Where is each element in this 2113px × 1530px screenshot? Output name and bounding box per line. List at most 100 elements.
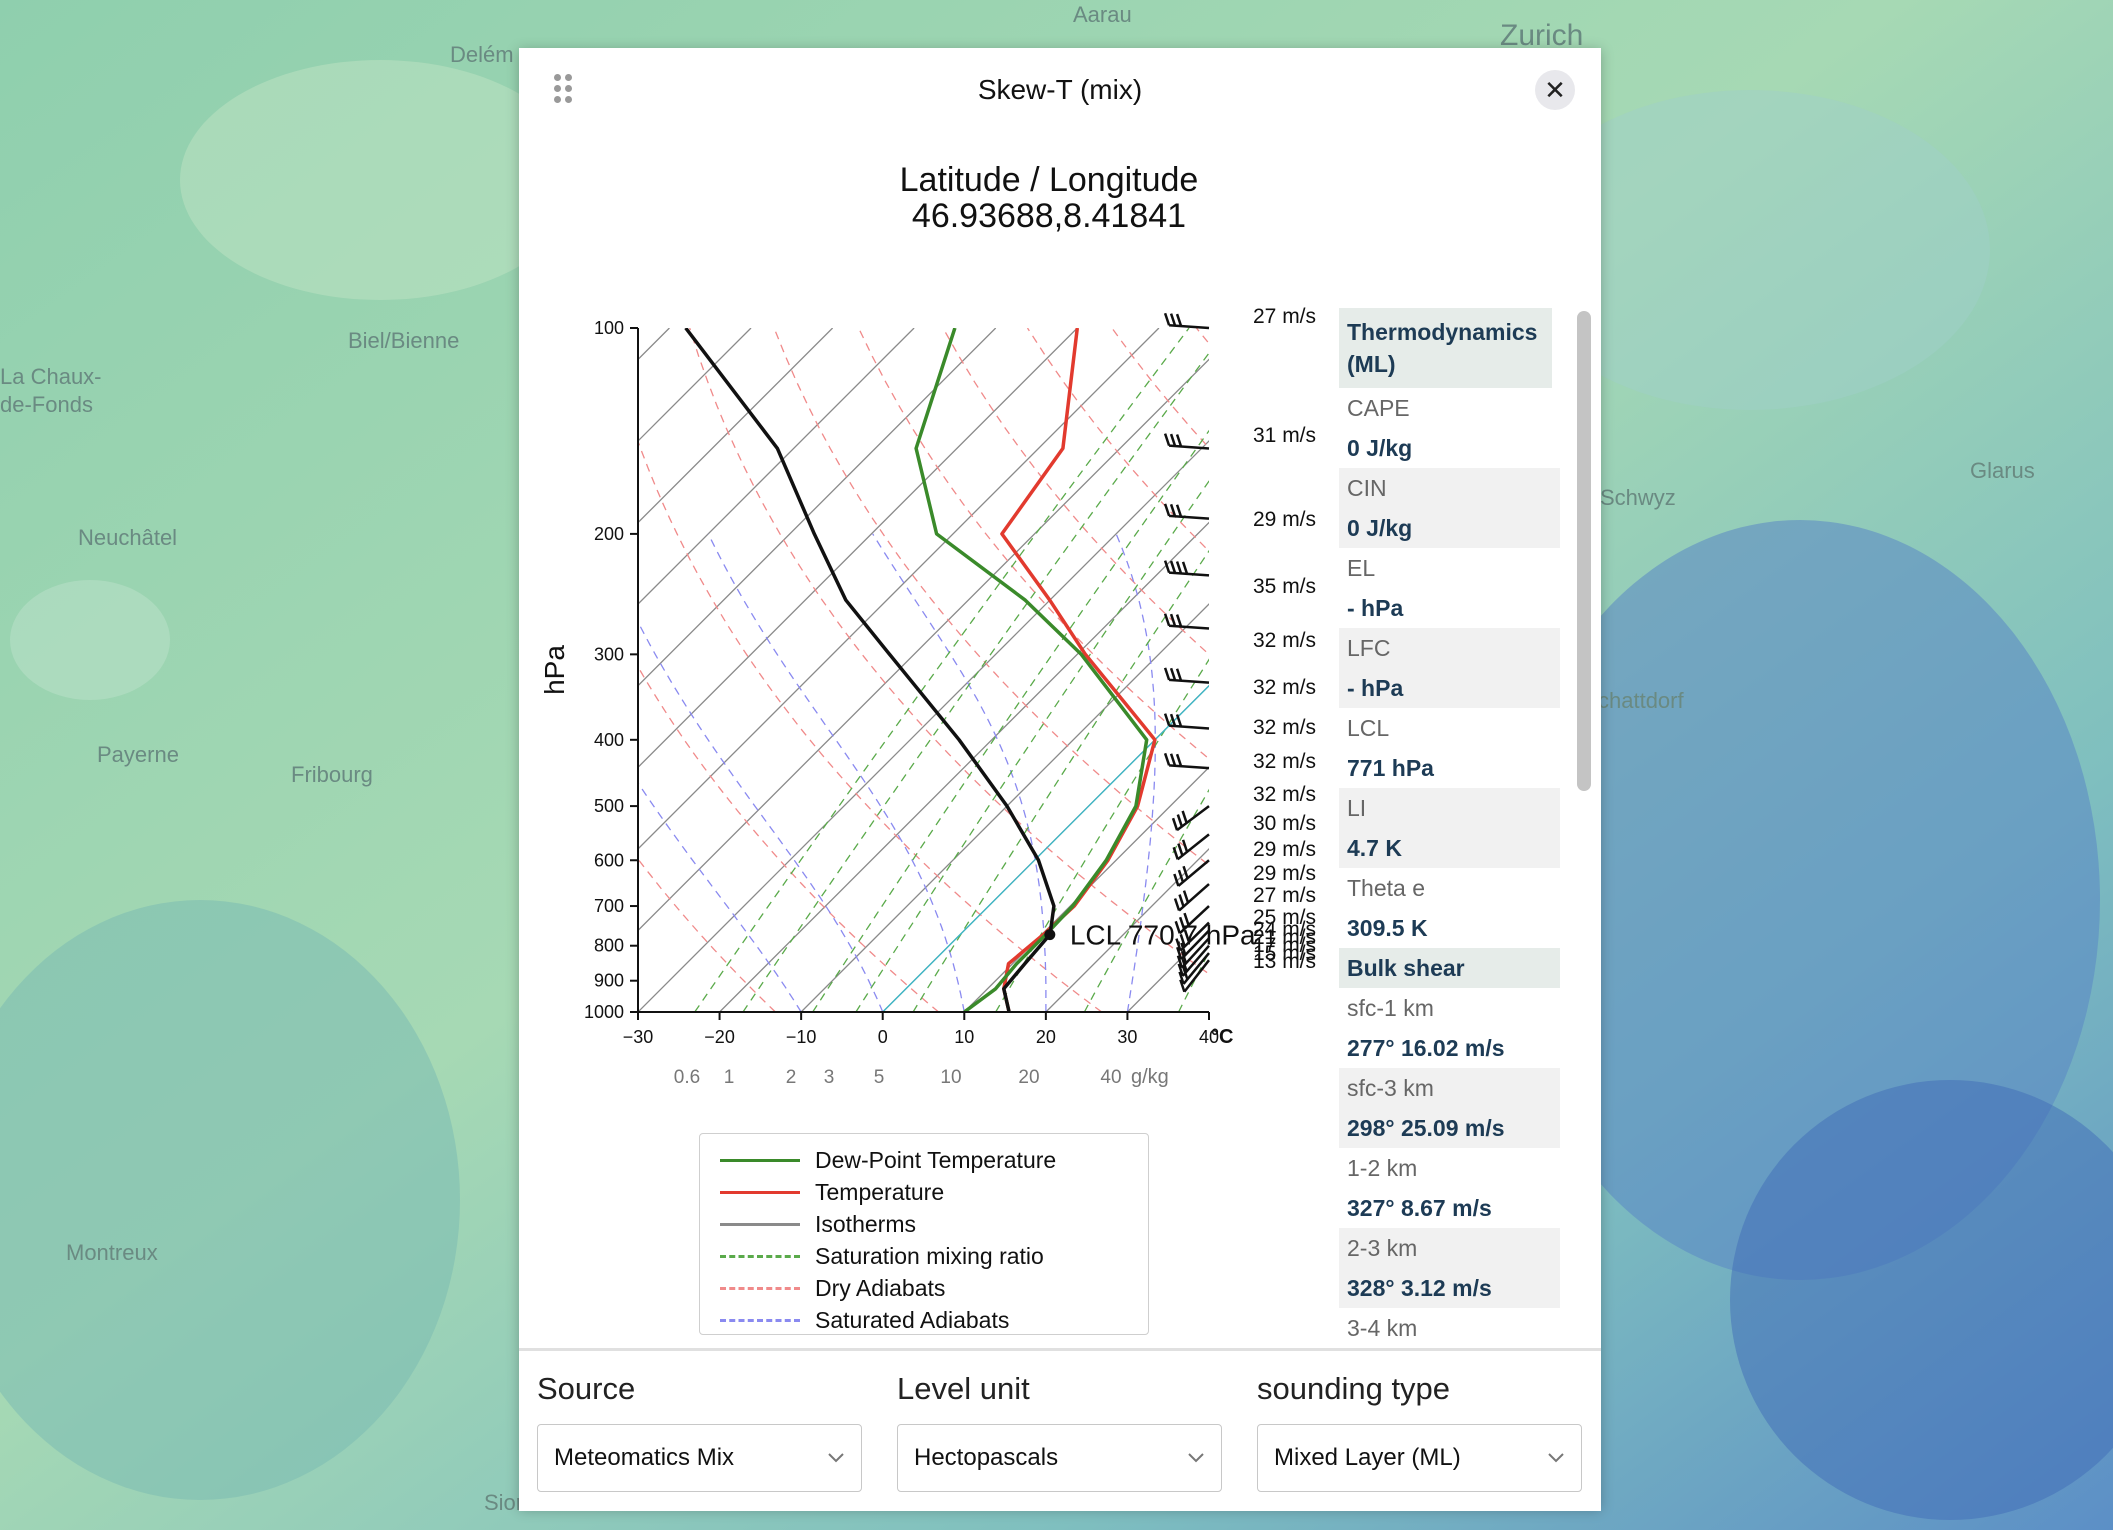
wind-speed-label: 13 m/s	[1253, 950, 1316, 973]
y-tick-label: 600	[594, 850, 624, 870]
li-label: LI	[1339, 788, 1560, 828]
mixing-ratio-label: 20	[1018, 1067, 1039, 1088]
wind-barb	[1173, 859, 1210, 887]
drag-handle-icon[interactable]	[554, 74, 578, 110]
mixing-ratio-line	[694, 328, 1190, 1012]
x-tick-label: 40	[1199, 1027, 1219, 1047]
close-icon: ✕	[1544, 75, 1566, 105]
x-tick-label: 30	[1117, 1027, 1137, 1047]
wind-speed-label: 32 m/s	[1253, 750, 1316, 773]
cin-label: CIN	[1339, 468, 1560, 508]
level-value: Hectopascals	[914, 1444, 1059, 1471]
wind-speed-label: 32 m/s	[1253, 629, 1316, 652]
dialog-title: Skew-T (mix)	[977, 74, 1143, 105]
lfc-value: - hPa	[1339, 668, 1560, 708]
legend-swatch	[720, 1223, 800, 1226]
wind-speed-label: 29 m/s	[1253, 862, 1316, 885]
wind-barb	[1175, 921, 1210, 952]
li-value: 4.7 K	[1339, 828, 1560, 868]
freezing-level-line	[882, 684, 1209, 1012]
source-value: Meteomatics Mix	[554, 1444, 735, 1471]
isotherm-line	[719, 521, 1209, 1012]
saturated-adiabat-line	[638, 620, 884, 1012]
sfc1-label: sfc-1 km	[1347, 995, 1434, 1021]
wind-barb	[1173, 883, 1210, 912]
source-select[interactable]: Meteomatics Mix	[537, 1424, 862, 1492]
type-select[interactable]: Mixed Layer (ML)	[1257, 1424, 1582, 1492]
isotherm-line	[638, 440, 1209, 1012]
cin-value: 0 J/kg	[1339, 508, 1560, 548]
legend-label: Isotherms	[815, 1211, 916, 1237]
wind-barb	[1163, 667, 1210, 684]
scroll-thumb[interactable]	[1577, 311, 1591, 791]
footer-controls: Source Meteomatics Mix Level unit Hectop…	[519, 1348, 1601, 1511]
mixing-ratio-line	[855, 479, 1209, 1012]
saturated-adiabat-line	[1115, 533, 1156, 1012]
mixing-ratio-line	[912, 549, 1209, 1012]
wind-barb	[1179, 959, 1210, 993]
dry-adiabat-line	[773, 328, 1209, 866]
source-label: Source	[537, 1371, 636, 1406]
y-tick-label: 300	[594, 644, 624, 664]
wind-speed-label: 27 m/s	[1253, 884, 1316, 907]
wind-speed-label: 32 m/s	[1253, 676, 1316, 699]
wind-barb	[1172, 833, 1210, 861]
mixing-ratio-label: 2	[786, 1067, 797, 1088]
wind-speed-label: 30 m/s	[1253, 812, 1316, 835]
wind-barb	[1163, 613, 1210, 630]
map-place-label: de-Fonds	[0, 392, 93, 417]
wind-barb	[1163, 752, 1210, 770]
mixing-ratio-line	[742, 351, 1209, 1012]
chart-legend: Dew-Point Temperature Temperature Isotherm…	[699, 1133, 1149, 1335]
thetae-value: 309.5 K	[1347, 915, 1428, 941]
legend-swatch	[720, 1255, 800, 1258]
x-axis-unit: °C	[1211, 1026, 1233, 1048]
wind-barb	[1163, 433, 1210, 450]
close-button[interactable]: ✕	[1535, 70, 1575, 110]
cape-label: CAPE	[1347, 395, 1410, 421]
shear-header: Bulk shear	[1339, 948, 1560, 988]
sfc1-value: 277° 16.02 m/s	[1347, 1035, 1505, 1061]
isotherm-line	[638, 328, 1078, 769]
map-place-label: Montreux	[66, 1240, 158, 1265]
legend-label: Temperature	[815, 1179, 945, 1205]
wind-barb	[1176, 929, 1210, 961]
wind-speed-label: 25 m/s	[1253, 906, 1316, 929]
skewt-dialog: Skew-T (mix) ✕ Latitude / Longitude 46.9…	[519, 48, 1601, 1511]
x-tick-label: 10	[954, 1027, 974, 1047]
el-value: - hPa	[1347, 595, 1404, 621]
sfc3-value: 298° 25.09 m/s	[1339, 1108, 1560, 1148]
legend-swatch	[720, 1159, 800, 1162]
location-coords: 46.93688,8.41841	[911, 197, 1187, 235]
wind-speed-label: 32 m/s	[1253, 716, 1316, 739]
wind-speed-label: 15 m/s	[1253, 942, 1316, 965]
legend-label: Saturation mixing ratio	[815, 1243, 1044, 1269]
mixing-ratio-unit: g/kg	[1131, 1066, 1169, 1088]
dry-adiabat-line	[942, 328, 1209, 656]
type-value: Mixed Layer (ML)	[1274, 1444, 1461, 1471]
y-tick-label: 900	[594, 971, 624, 991]
wind-barb	[1163, 560, 1210, 577]
isotherm-line	[638, 328, 1160, 850]
type-label: sounding type	[1257, 1371, 1451, 1406]
wind-speed-label: 32 m/s	[1253, 783, 1316, 806]
map-place-label: Biel/Bienne	[348, 328, 459, 353]
mixing-ratio-label: 40	[1100, 1067, 1121, 1088]
wind-barb	[1174, 905, 1210, 935]
saturated-adiabat-line	[707, 533, 965, 1012]
y-axis-label: hPa	[539, 645, 570, 695]
wind-barb	[1178, 952, 1210, 985]
y-tick-label: 500	[594, 796, 624, 816]
km23-label: 2-3 km	[1339, 1228, 1560, 1268]
dry-adiabat-line	[858, 328, 1209, 760]
info-panel[interactable]: Thermodynamics (ML) CAPE 0 J/kg CIN 0 J/…	[1339, 308, 1574, 1378]
isotherm-line	[638, 328, 834, 524]
saturated-adiabat-line	[638, 781, 802, 1012]
level-select[interactable]: Hectopascals	[897, 1424, 1222, 1492]
lcl-marker	[1044, 929, 1056, 941]
map-place-label: chattdorf	[1598, 688, 1684, 713]
el-label: EL	[1347, 555, 1376, 581]
km34-label: 3-4 km	[1347, 1315, 1418, 1341]
y-tick-label: 700	[594, 896, 624, 916]
info-scrollbar[interactable]	[1577, 311, 1591, 1378]
